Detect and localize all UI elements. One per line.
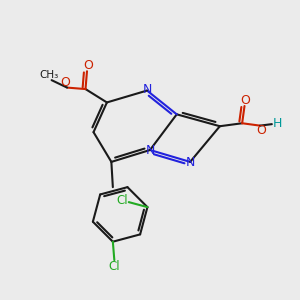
Text: N: N (186, 156, 195, 169)
Text: O: O (256, 124, 266, 137)
Text: N: N (142, 82, 152, 96)
Text: H: H (272, 117, 282, 130)
Text: O: O (241, 94, 250, 107)
Text: O: O (61, 76, 70, 89)
Text: N: N (145, 144, 155, 158)
Text: Cl: Cl (116, 194, 128, 207)
Text: Cl: Cl (109, 260, 120, 273)
Text: CH₃: CH₃ (40, 70, 59, 80)
Text: O: O (83, 59, 93, 72)
